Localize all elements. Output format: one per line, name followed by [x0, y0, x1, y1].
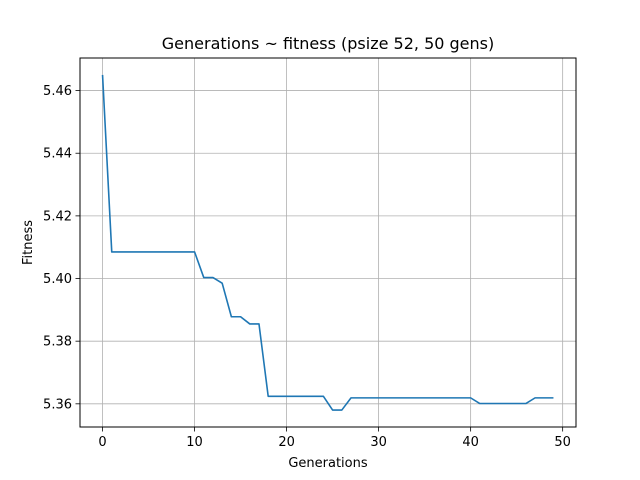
y-tick-label: 5.42	[43, 209, 72, 224]
x-tick-label: 0	[98, 435, 106, 450]
y-axis-label: Fitness	[21, 220, 36, 265]
y-tick-label: 5.36	[43, 397, 72, 412]
x-axis-ticks: 0 10 20 30 40 50	[98, 427, 571, 450]
grid-lines	[80, 58, 576, 427]
y-tick-label: 5.38	[43, 335, 72, 350]
plot-series	[101, 74, 554, 411]
y-tick-label: 5.40	[43, 272, 72, 287]
axes-frame	[79, 57, 577, 428]
x-tick-label: 10	[186, 435, 203, 450]
x-tick-label: 30	[370, 435, 387, 450]
x-tick-label: 20	[278, 435, 295, 450]
y-tick-label: 5.46	[43, 84, 72, 99]
x-axis-label: Generations	[288, 456, 368, 471]
y-tick-label: 5.44	[43, 147, 72, 162]
chart-title: Generations ~ fitness (psize 52, 50 gens…	[162, 34, 494, 53]
x-tick-label: 50	[554, 435, 571, 450]
x-tick-label: 40	[462, 435, 479, 450]
fitness-line	[101, 74, 554, 411]
y-axis-ticks: 5.36 5.38 5.40 5.42 5.44 5.46	[43, 84, 80, 412]
